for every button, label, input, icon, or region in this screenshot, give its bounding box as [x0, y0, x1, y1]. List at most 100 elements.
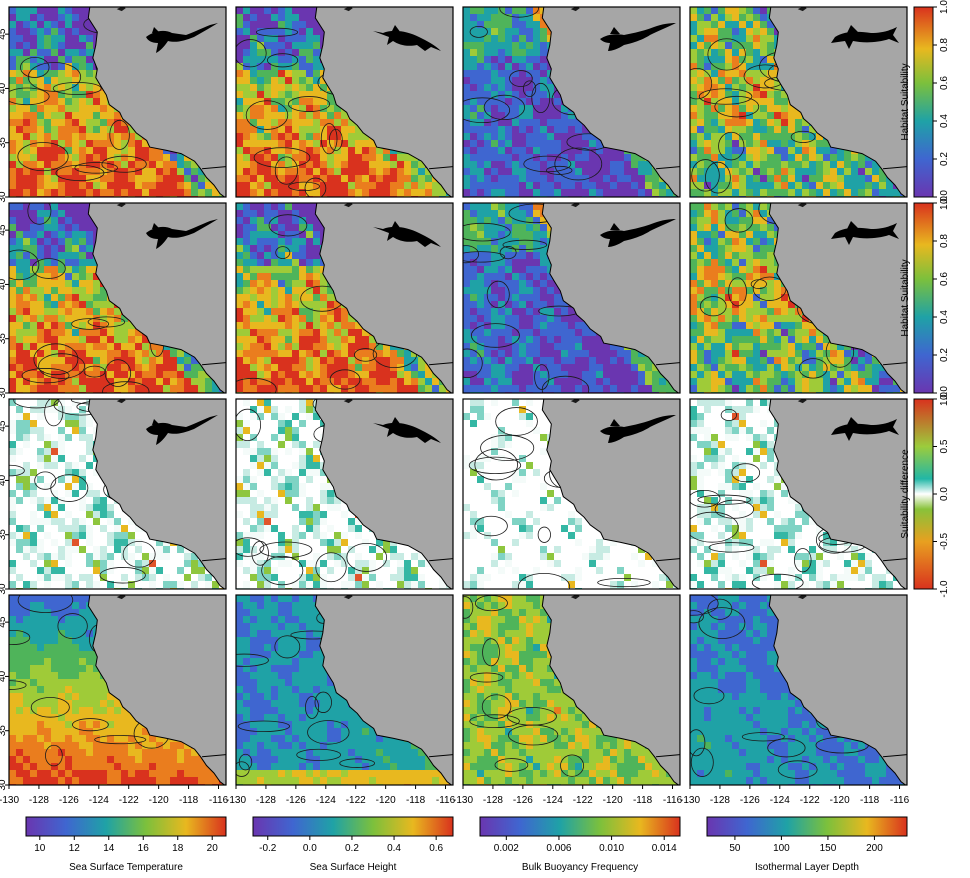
heatmap-cell — [575, 133, 583, 141]
heatmap-cell — [491, 49, 499, 57]
heatmap-cell — [533, 35, 541, 43]
heatmap-cell — [589, 140, 597, 148]
heatmap-cell — [243, 28, 251, 36]
heatmap-cell — [292, 245, 300, 253]
heatmap-cell — [285, 56, 293, 64]
heatmap-cell — [470, 70, 478, 78]
heatmap-cell — [491, 154, 499, 162]
heatmap-cell — [114, 189, 122, 197]
heatmap-cell — [58, 280, 66, 288]
heatmap-cell — [250, 231, 258, 239]
heatmap-cell — [512, 154, 520, 162]
heatmap-cell — [383, 168, 391, 176]
heatmap-cell — [767, 126, 775, 134]
heatmap-cell — [278, 77, 286, 85]
heatmap-cell — [711, 14, 719, 22]
heatmap-cell — [704, 140, 712, 148]
heatmap-cell — [355, 182, 363, 190]
heatmap-cell — [418, 168, 426, 176]
heatmap-cell — [505, 161, 513, 169]
heatmap-cell — [37, 238, 45, 246]
heatmap-cell — [760, 189, 768, 197]
heatmap-cell — [16, 378, 24, 386]
heatmap-cell — [704, 189, 712, 197]
heatmap-cell — [278, 294, 286, 302]
heatmap-cell — [533, 56, 541, 64]
heatmap-cell — [37, 210, 45, 218]
heatmap-cell — [610, 147, 618, 155]
heatmap-cell — [243, 322, 251, 330]
heatmap-cell — [58, 35, 66, 43]
heatmap-cell — [575, 189, 583, 197]
heatmap-cell — [470, 35, 478, 43]
heatmap-cell — [23, 371, 31, 379]
heatmap-cell — [100, 322, 108, 330]
heatmap-cell — [135, 357, 143, 365]
heatmap-cell — [718, 7, 726, 15]
heatmap-cell — [271, 252, 279, 260]
heatmap-cell — [264, 7, 272, 15]
heatmap-cell — [697, 28, 705, 36]
heatmap-cell — [65, 315, 73, 323]
heatmap-cell — [470, 140, 478, 148]
heatmap-cell — [313, 231, 321, 239]
heatmap-cell — [86, 35, 94, 43]
heatmap-cell — [37, 98, 45, 106]
heatmap-cell — [292, 56, 300, 64]
heatmap-cell — [753, 14, 761, 22]
heatmap-cell — [498, 56, 506, 64]
heatmap-cell — [582, 161, 590, 169]
heatmap-cell — [30, 189, 38, 197]
heatmap-cell — [519, 84, 527, 92]
heatmap-cell — [746, 70, 754, 78]
heatmap-cell — [156, 168, 164, 176]
heatmap-cell — [292, 315, 300, 323]
heatmap-cell — [44, 126, 52, 134]
heatmap-cell — [341, 161, 349, 169]
heatmap-cell — [65, 147, 73, 155]
heatmap-cell — [781, 105, 789, 113]
heatmap-cell — [257, 28, 265, 36]
heatmap-cell — [823, 154, 831, 162]
heatmap-cell — [107, 189, 115, 197]
heatmap-cell — [306, 252, 314, 260]
heatmap-cell — [128, 336, 136, 344]
heatmap-cell — [271, 280, 279, 288]
heatmap-cell — [16, 126, 24, 134]
heatmap-cell — [23, 63, 31, 71]
heatmap-cell — [58, 112, 66, 120]
heatmap-cell — [292, 112, 300, 120]
heatmap-cell — [16, 294, 24, 302]
heatmap-cell — [327, 140, 335, 148]
heatmap-cell — [498, 189, 506, 197]
heatmap-cell — [418, 161, 426, 169]
heatmap-cell — [184, 189, 192, 197]
heatmap-cell — [313, 301, 321, 309]
heatmap-cell — [72, 224, 80, 232]
heatmap-cell — [690, 14, 698, 22]
heatmap-cell — [306, 273, 314, 281]
heatmap-cell — [477, 21, 485, 29]
heatmap-cell — [477, 7, 485, 15]
heatmap-cell — [163, 182, 171, 190]
heatmap-cell — [9, 371, 17, 379]
heatmap-cell — [697, 49, 705, 57]
heatmap-cell — [9, 140, 17, 148]
heatmap-cell — [376, 182, 384, 190]
contour-line — [101, 155, 147, 173]
heatmap-cell — [9, 77, 17, 85]
heatmap-cell — [44, 385, 52, 393]
heatmap-cell — [320, 315, 328, 323]
heatmap-cell — [236, 231, 244, 239]
heatmap-cell — [865, 182, 873, 190]
heatmap-cell — [271, 168, 279, 176]
heatmap-cell — [547, 77, 555, 85]
heatmap-cell — [732, 126, 740, 134]
heatmap-cell — [313, 28, 321, 36]
heatmap-cell — [79, 273, 87, 281]
heatmap-cell — [624, 175, 632, 183]
heatmap-cell — [540, 182, 548, 190]
heatmap-cell — [313, 252, 321, 260]
heatmap-cell — [58, 140, 66, 148]
heatmap-cell — [86, 287, 94, 295]
